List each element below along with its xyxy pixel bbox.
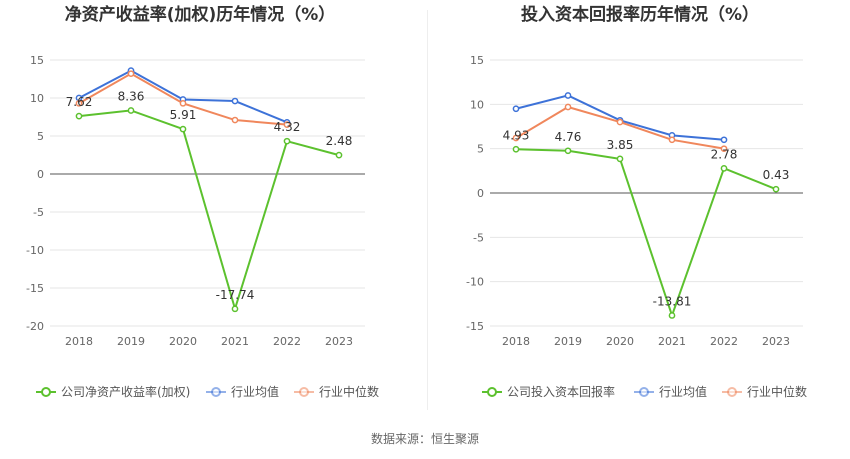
data-point <box>231 116 239 124</box>
legend-swatch-marker <box>639 387 649 397</box>
series-line <box>515 148 777 319</box>
data-point <box>512 105 520 113</box>
data-point <box>512 134 520 142</box>
x-tick-label: 2019 <box>117 335 145 348</box>
legend-item: 行业中位数 <box>294 384 379 399</box>
x-tick-label: 2020 <box>606 335 634 348</box>
data-point <box>616 118 624 126</box>
data-point <box>231 97 239 105</box>
x-tick-label: 2022 <box>710 335 738 348</box>
legend-swatch-marker <box>487 387 497 397</box>
legend-label: 公司净资产收益率(加权) <box>61 384 190 399</box>
y-tick-label: -15 <box>466 320 484 333</box>
data-source: 数据来源：恒生聚源 <box>370 432 479 446</box>
legend-item: 行业均值 <box>634 384 707 399</box>
x-tick-label: 2021 <box>221 335 249 348</box>
y-tick-label: 10 <box>470 98 484 111</box>
y-tick-label: -10 <box>26 244 44 257</box>
data-point <box>720 136 728 144</box>
data-point <box>179 99 187 107</box>
data-point <box>283 121 291 128</box>
data-label: 2.48 <box>326 134 353 148</box>
x-tick-label: 2020 <box>169 335 197 348</box>
y-tick-label: 5 <box>477 143 484 156</box>
y-tick-label: 10 <box>30 92 44 105</box>
data-point <box>564 103 572 111</box>
data-label: 3.85 <box>607 138 634 152</box>
legend-swatch-marker <box>211 387 221 397</box>
y-tick-label: -5 <box>473 231 484 244</box>
x-tick-label: 2018 <box>502 335 530 348</box>
data-point <box>283 137 291 145</box>
legend-item: 公司净资产收益率(加权) <box>36 384 190 399</box>
data-label: 8.36 <box>118 89 145 103</box>
data-label: 7.62 <box>66 95 93 109</box>
data-point <box>127 70 135 78</box>
legend-item: 公司投入资本回报率 <box>482 384 615 399</box>
y-tick-label: -15 <box>26 282 44 295</box>
legend-item: 行业中位数 <box>722 384 807 399</box>
x-tick-label: 2022 <box>273 335 301 348</box>
data-label: 4.76 <box>555 130 582 144</box>
legend-label: 行业均值 <box>231 384 279 399</box>
y-tick-label: 0 <box>37 168 44 181</box>
data-point <box>75 112 83 120</box>
y-tick-label: 15 <box>30 54 44 67</box>
data-point <box>564 92 572 99</box>
series-line <box>78 109 340 313</box>
data-point <box>231 305 239 313</box>
panel-divider <box>427 10 428 410</box>
legend-swatch-marker <box>41 387 51 397</box>
legend-label: 行业中位数 <box>319 384 379 399</box>
data-point <box>564 147 572 155</box>
data-point <box>668 136 676 144</box>
data-label: -13.81 <box>653 294 692 308</box>
data-label: 4.93 <box>503 128 530 142</box>
chart-2: 投入资本回报率历年情况（%） 15 10 5 0 -5 -10 -15 2018 2019 2020… <box>466 4 807 399</box>
data-point <box>512 145 520 153</box>
chart-title: 净资产收益率(加权)历年情况（%） <box>65 4 336 25</box>
legend-swatch-marker <box>727 387 737 397</box>
chart-title: 投入资本回报率历年情况（%） <box>521 4 759 25</box>
y-tick-label: -20 <box>26 320 44 333</box>
x-tick-label: 2023 <box>762 335 790 348</box>
data-point <box>772 185 780 193</box>
y-tick-label: 5 <box>37 130 44 143</box>
legend-item: 行业均值 <box>206 384 279 399</box>
data-label: 4.32 <box>274 120 301 134</box>
data-point <box>179 125 187 133</box>
data-point <box>668 312 676 319</box>
data-point <box>720 145 728 153</box>
legend-label: 行业均值 <box>659 384 707 399</box>
y-tick-label: -5 <box>33 206 44 219</box>
y-tick-label: -10 <box>466 276 484 289</box>
chart-1: 净资产收益率(加权)历年情况（%） 15 10 5 0 -5 -10 -15 -20 2018 20… <box>26 4 379 399</box>
data-label: -17.74 <box>216 288 255 302</box>
data-point <box>75 99 83 107</box>
y-tick-label: 0 <box>477 187 484 200</box>
data-label: 2.78 <box>711 147 738 161</box>
data-label: 5.91 <box>170 108 197 122</box>
legend-label: 行业中位数 <box>747 384 807 399</box>
data-point <box>335 151 343 159</box>
data-point <box>720 165 728 172</box>
x-tick-label: 2019 <box>554 335 582 348</box>
x-tick-label: 2018 <box>65 335 93 348</box>
legend-swatch-marker <box>299 387 309 397</box>
y-tick-label: 15 <box>470 54 484 67</box>
data-label: 0.43 <box>763 168 790 182</box>
x-tick-label: 2021 <box>658 335 686 348</box>
x-tick-label: 2023 <box>325 335 353 348</box>
data-point <box>616 155 624 163</box>
data-point <box>127 107 135 114</box>
legend-label: 公司投入资本回报率 <box>507 384 615 399</box>
